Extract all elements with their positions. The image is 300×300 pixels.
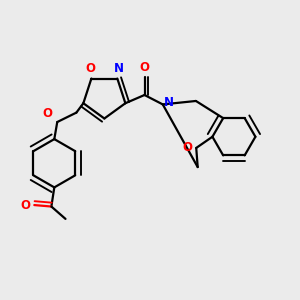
Text: O: O [21,199,31,212]
Text: O: O [140,61,149,74]
Text: O: O [183,141,193,154]
Text: O: O [42,107,52,120]
Text: N: N [164,96,174,109]
Text: O: O [85,62,95,75]
Text: N: N [114,62,124,75]
